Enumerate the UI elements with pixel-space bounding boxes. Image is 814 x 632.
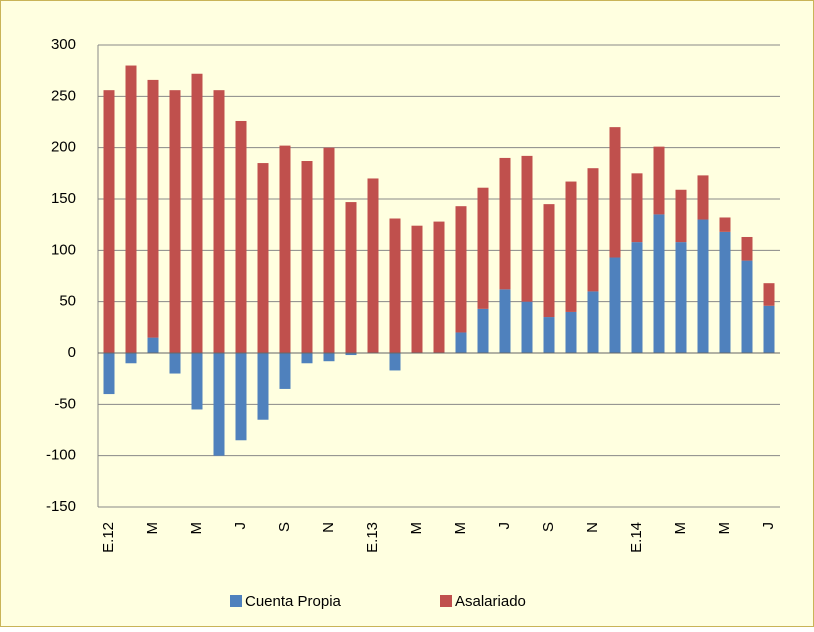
y-tick-label: 250: [51, 87, 76, 104]
bar-segment: [587, 168, 599, 292]
bar-segment: [279, 353, 291, 389]
legend-label: Asalariado: [455, 593, 526, 610]
bar-segment: [169, 353, 181, 374]
bar-segment: [213, 353, 225, 456]
bar-segment: [697, 175, 709, 220]
bar-segment: [653, 214, 665, 353]
bar-segment: [565, 311, 577, 353]
bar-segment: [345, 202, 357, 353]
x-tick-label: S: [276, 522, 293, 532]
bar-segment: [125, 353, 137, 364]
bar-segment: [323, 353, 335, 362]
bar-segment: [741, 236, 753, 261]
bar-segment: [235, 120, 247, 354]
bar-segment: [301, 353, 313, 364]
bar-segment: [433, 221, 445, 353]
bar-segment: [719, 217, 731, 232]
bar-segment: [631, 173, 643, 243]
bar-segment: [543, 204, 555, 318]
y-tick-label: 200: [51, 139, 76, 156]
bar-segment: [675, 242, 687, 353]
bar-segment: [103, 90, 115, 353]
bar-segment: [653, 146, 665, 215]
legend-label: Cuenta Propia: [245, 593, 342, 610]
bar-segment: [235, 353, 247, 441]
x-tick-label: M: [188, 522, 205, 535]
bar-segment: [301, 161, 313, 353]
x-tick-label: M: [716, 522, 733, 535]
bar-segment: [455, 206, 467, 333]
y-tick-label: -50: [54, 395, 76, 412]
y-tick-label: 150: [51, 190, 76, 207]
x-tick-label: E.14: [628, 522, 645, 553]
x-tick-label: N: [320, 522, 337, 533]
x-tick-label: N: [584, 522, 601, 533]
bar-segment: [521, 155, 533, 302]
x-tick-label: E.13: [364, 522, 381, 553]
bar-segment: [719, 231, 731, 353]
x-tick-label: M: [408, 522, 425, 535]
bar-segment: [213, 90, 225, 353]
bar-segment: [763, 283, 775, 306]
bar-segment: [675, 189, 687, 243]
bar-segment: [191, 353, 203, 410]
y-tick-label: 100: [51, 241, 76, 258]
x-tick-label: M: [144, 522, 161, 535]
y-tick-label: -100: [46, 447, 76, 464]
bar-segment: [609, 127, 621, 258]
x-tick-label: J: [760, 522, 777, 530]
bar-segment: [411, 225, 423, 353]
bar-segment: [147, 79, 159, 338]
bar-segment: [763, 305, 775, 353]
legend-swatch: [230, 595, 242, 607]
x-tick-label: E.12: [100, 522, 117, 553]
legend-swatch: [440, 595, 452, 607]
bar-segment: [455, 332, 467, 353]
bar-segment: [169, 90, 181, 353]
x-tick-label: M: [452, 522, 469, 535]
bar-segment: [741, 260, 753, 353]
bar-segment: [125, 65, 137, 354]
bar-segment: [103, 353, 115, 395]
y-tick-label: -150: [46, 498, 76, 515]
x-tick-label: J: [496, 522, 513, 530]
bar-segment: [367, 178, 379, 353]
bar-segment: [345, 353, 357, 356]
bar-segment: [257, 163, 269, 353]
bar-segment: [191, 73, 203, 353]
bar-segment: [499, 157, 511, 290]
y-tick-label: 300: [51, 36, 76, 53]
bar-segment: [521, 301, 533, 353]
x-tick-label: M: [672, 522, 689, 535]
bar-segment: [147, 337, 159, 353]
bar-segment: [609, 257, 621, 353]
bar-segment: [389, 353, 401, 371]
bar-segment: [477, 308, 489, 353]
x-tick-label: S: [540, 522, 557, 532]
bar-segment: [631, 242, 643, 353]
bar-segment: [543, 317, 555, 353]
bar-segment: [587, 291, 599, 353]
bar-segment: [565, 181, 577, 312]
y-tick-label: 50: [59, 293, 76, 310]
x-tick-label: J: [232, 522, 249, 530]
bar-segment: [389, 218, 401, 353]
bar-segment: [499, 289, 511, 353]
bar-segment: [323, 147, 335, 353]
bar-segment: [279, 145, 291, 353]
bar-segment: [697, 219, 709, 353]
bar-segment: [257, 353, 269, 420]
y-tick-label: 0: [68, 344, 76, 361]
bar-segment: [477, 187, 489, 309]
